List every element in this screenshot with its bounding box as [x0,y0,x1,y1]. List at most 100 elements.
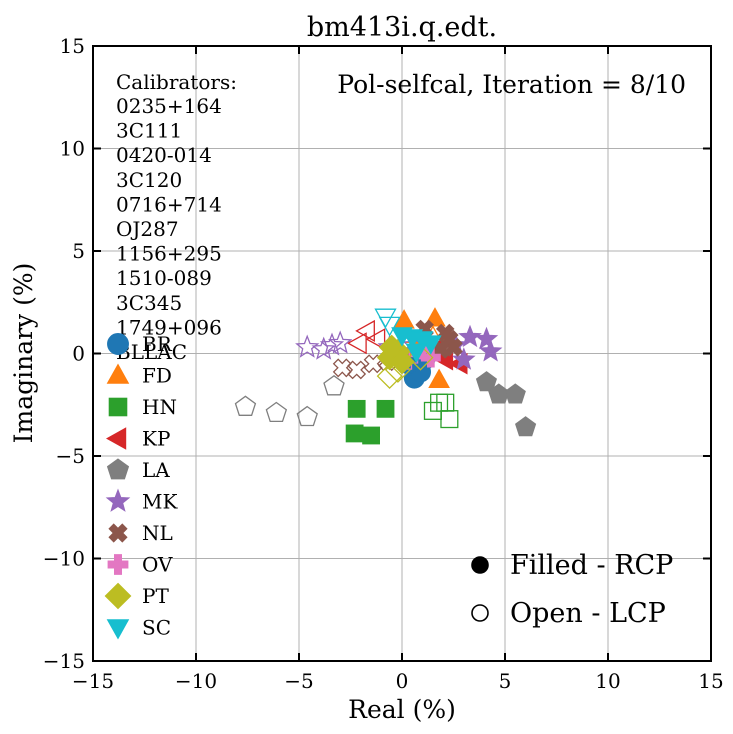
x-tick-label: −5 [284,669,313,693]
point-la-rcp [504,383,526,404]
point-nl-lcp [332,358,352,378]
point-mk-rcp [451,347,476,370]
point-sc-lcp [378,316,401,337]
fill-legend: Filled - RCP Open - LCP [471,550,673,629]
point-sc-rcp [405,343,428,364]
point-sc-rcp [391,327,413,347]
legend-label: PT [142,584,169,608]
iteration-annotation: Pol-selfcal, Iteration = 8/10 [337,70,686,99]
point-kp-lcp [365,328,386,351]
legend-entry-hn: HN [108,395,177,419]
point-la-rcp [515,416,537,437]
x-axis-label: Real (%) [348,695,456,724]
point-fd-rcp [393,309,415,329]
calibrator-name: 0235+164 [116,94,222,118]
point-sc-lcp [374,308,397,329]
axis-ticks: −15 −10 −5 0 5 10 15 −15 −10 −5 0 5 10 15 [43,34,724,693]
calibrator-name: OJ287 [116,217,179,241]
y-tick-label: −5 [56,444,85,468]
legend-label: LA [142,458,170,482]
legend-marker-fd [106,363,130,384]
fill-legend-label: Filled - RCP [510,550,673,581]
calibrator-name: 3C111 [116,119,182,143]
series-sc [374,308,442,364]
point-hn-rcp [376,399,395,418]
x-tick-label: 10 [595,669,620,693]
calibrator-name: 1749+096 [116,315,222,339]
point-la-rcp [475,371,497,392]
point-pt-rcp [378,334,405,361]
point-fd-rcp [428,368,450,388]
open-circle-icon [471,604,489,622]
point-hn-rcp [347,399,366,418]
x-tick-label: 0 [396,669,409,693]
calibrator-list: Calibrators: 0235+1643C1110420-0143C1200… [116,70,237,364]
y-tick-label: 5 [72,239,85,263]
point-la-lcp [265,401,288,423]
point-la-lcp [323,374,345,396]
legend-marker-kp [105,427,127,450]
point-hn-lcp [440,410,459,429]
point-mk-rcp [478,339,503,362]
legend-marker-la [106,458,130,480]
legend-entry-mk: MK [105,488,178,514]
y-axis-label: Imaginary (%) [9,263,38,444]
legend-entry-pt: PT [104,582,169,610]
legend-label: HN [142,395,177,419]
point-pt-lcp [376,363,403,390]
point-kp-lcp [346,332,367,355]
legend-entry-nl: NL [108,521,173,545]
calibrator-name: 0716+714 [116,192,222,216]
x-tick-label: 15 [698,669,723,693]
legend-entry-fd: FD [106,363,172,388]
legend-marker-sc [106,619,130,640]
y-tick-label: 10 [60,137,85,161]
legend-label: NL [142,521,173,545]
chart-title: bm413i.q.edt. [307,12,497,43]
series-la [234,371,537,437]
point-nl-rcp [444,338,463,357]
y-tick-label: 15 [60,34,85,58]
fill-legend-label: Open - LCP [510,598,666,629]
calibrator-name: 3C120 [116,168,182,192]
y-tick-label: −10 [43,547,85,571]
y-tick-label: 0 [72,342,85,366]
legend-marker-mk [105,488,131,512]
station-legend: BR FD HN KP LA MK NL OV PT SC [104,332,178,640]
point-mk-rcp [458,324,482,348]
point-la-lcp [234,395,257,416]
legend-entry-ov: OV [107,553,173,577]
point-mk-lcp [319,332,345,356]
point-kp-lcp [355,319,375,343]
x-tick-label: −10 [175,669,217,693]
calibrator-name: 1156+295 [116,242,222,266]
point-la-lcp [296,405,318,427]
legend-entry-br: BR [107,332,173,356]
data-markers [234,307,537,445]
point-mk-lcp [295,334,320,358]
point-mk-lcp [311,336,336,360]
point-mk-rcp [474,326,499,350]
series-hn [345,393,459,445]
calibrator-name: 3C345 [116,291,182,315]
legend-entry-la: LA [106,458,170,482]
legend-marker-br [107,333,129,355]
point-mk-lcp [327,330,353,354]
legend-label: FD [142,364,172,388]
point-hn-rcp [362,426,381,445]
legend-marker-hn [108,397,128,417]
legend-marker-nl [108,523,128,543]
legend-marker-ov [107,554,129,575]
x-tick-label: 5 [499,669,512,693]
legend-marker-pt [104,582,132,610]
legend-label: KP [142,427,170,451]
x-tick-label: −15 [72,669,114,693]
y-tick-label: −15 [43,649,85,673]
legend-entry-sc: SC [106,616,171,640]
legend-label: BR [142,332,173,356]
point-hn-rcp [345,424,364,443]
calibrator-name: 0420-014 [116,143,212,167]
legend-label: MK [142,490,178,514]
legend-label: SC [142,616,171,640]
filled-circle-icon [471,556,489,574]
